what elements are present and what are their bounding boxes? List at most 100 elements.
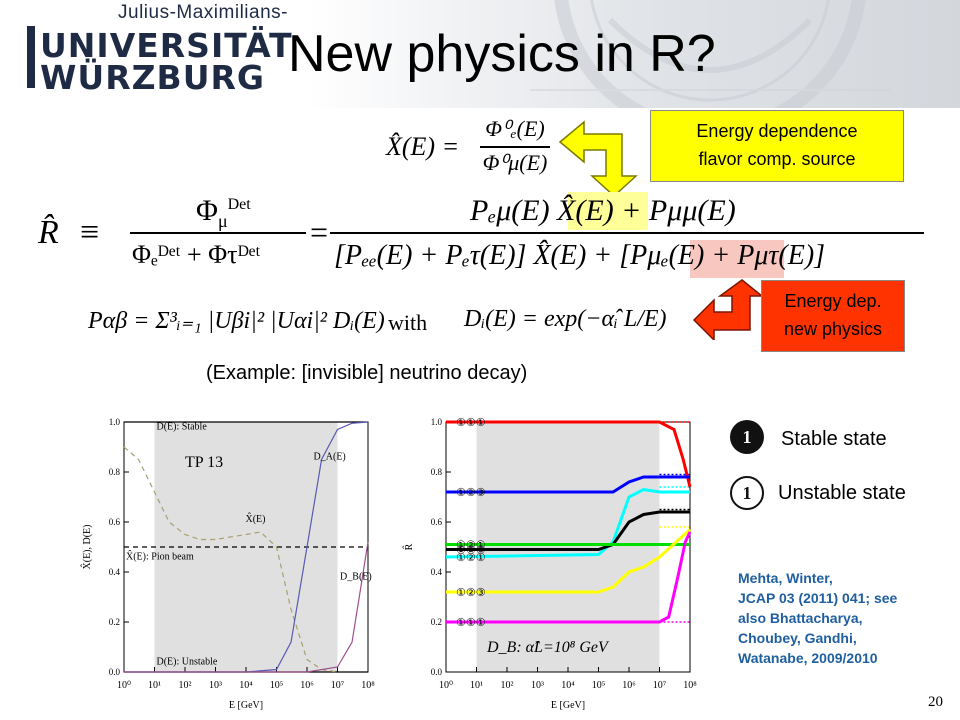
series-marker: ①②③ xyxy=(456,544,486,557)
x-axis-label: E [GeV] xyxy=(551,700,585,711)
r-denominator-1: Φₑᴰᵉᵗ + Φτᴰᵉᵗ xyxy=(132,240,261,269)
y-tick-label: 1.0 xyxy=(109,417,121,427)
callout-line: Energy dep. xyxy=(784,291,882,311)
series-line xyxy=(124,421,369,673)
citation-line: also Bhattacharya, xyxy=(738,610,863,626)
chart-annotation: X̂(E): Pion beam xyxy=(126,550,194,563)
citation-line: Choubey, Gandhi, xyxy=(738,630,857,646)
yellow-arrow-icon xyxy=(558,120,638,198)
x-axis-label: E [GeV] xyxy=(229,700,263,711)
d-formula: Dᵢ(E) = exp(−α̂ᵢ L/E) xyxy=(464,306,667,332)
logo-text-line1: Julius-Maximilians- xyxy=(118,2,288,23)
series-marker: ①①① xyxy=(456,416,486,429)
y-tick-label: 0.2 xyxy=(431,617,442,627)
y-tick-label: 0.8 xyxy=(109,467,121,477)
y-tick-label: 0.4 xyxy=(431,567,443,577)
y-tick-label: 1.0 xyxy=(431,417,443,427)
citation-line: Mehta, Winter, xyxy=(738,570,833,586)
r-numerator-2: Pₑμ(E) X̂(E) + Pμμ(E) xyxy=(470,194,736,227)
unstable-state-marker: 1 xyxy=(730,476,764,510)
r-fraction-bar-1 xyxy=(130,232,306,234)
stable-state-marker: 1 xyxy=(730,420,764,454)
chart-annotation: D(E): Stable xyxy=(157,422,208,433)
x-tick-label: 10¹ xyxy=(148,680,161,691)
with-text: with xyxy=(388,310,428,335)
series-marker: ①②③ xyxy=(456,486,486,499)
chart-annotation: TP 13 xyxy=(185,454,223,471)
r-hat-lhs: R̂ xyxy=(38,214,59,251)
series-marker: ①②① xyxy=(456,551,486,564)
series-marker: ①②③ xyxy=(456,586,486,599)
series-line xyxy=(446,528,692,594)
x-tick-label: 10² xyxy=(179,680,192,691)
university-seal-watermark xyxy=(530,0,890,108)
series-marker: ①①① xyxy=(456,616,486,629)
y-tick-label: 0.0 xyxy=(109,667,121,677)
y-axis-label: R̂ xyxy=(402,543,415,550)
stable-state-label: Stable state xyxy=(781,428,887,450)
series-line xyxy=(446,510,690,551)
x-tick-label: 10⁸ xyxy=(361,680,375,691)
x-hat-lhs: X̂(E) = xyxy=(386,132,460,161)
slide-title: New physics in R? xyxy=(288,25,716,83)
p-alpha-beta-formula: Pαβ = Σ³ᵢ₌₁ |Uβi|² |Uαi|² Dᵢ(E) xyxy=(88,308,385,334)
y-tick-label: 0.4 xyxy=(109,567,121,577)
x-tick-label: 10⁶ xyxy=(622,680,636,691)
series-line xyxy=(446,475,690,494)
x-tick-label: 10⁷ xyxy=(331,680,345,691)
r-denominator-2: [Pₑₑ(E) + Pₑτ(E)] X̂(E) + [Pμₑ(E) + Pμτ(… xyxy=(334,240,826,271)
x-tick-label: 10² xyxy=(501,680,514,691)
y-tick-label: 0.0 xyxy=(431,667,443,677)
x-hat-denominator: Φ⁰μ(E) xyxy=(482,150,548,175)
y-tick-label: 0.6 xyxy=(109,517,121,527)
x-tick-label: 10⁶ xyxy=(300,680,314,691)
series-line xyxy=(123,446,338,673)
x-tick-label: 10⁵ xyxy=(270,680,284,691)
logo-text-line3: WÜRZBURG xyxy=(40,58,265,97)
series-line xyxy=(446,420,692,488)
shaded-band xyxy=(476,422,660,672)
page-number: 20 xyxy=(928,694,943,710)
logo-bar xyxy=(27,26,35,88)
p-mu-e-highlight xyxy=(690,240,784,278)
x-tick-label: 10⁴ xyxy=(561,680,575,691)
series-line xyxy=(446,531,692,624)
x-tick-label: 10⁰ xyxy=(117,680,131,691)
equiv-symbol: ≡ xyxy=(80,214,100,251)
example-caption: (Example: [invisible] neutrino decay) xyxy=(206,362,528,384)
callout-energy-dep-new-physics: Energy dep. new physics xyxy=(761,280,905,352)
citation-line: JCAP 03 (2011) 041; see xyxy=(738,590,898,606)
chart-annotation: D_A(E) xyxy=(314,452,346,463)
callout-line: new physics xyxy=(783,319,883,339)
series-line xyxy=(124,541,369,673)
logo-text-line2: UNIVERSITÄT xyxy=(40,26,293,65)
equals-symbol: = xyxy=(310,214,329,250)
x-tick-label: 10⁴ xyxy=(239,680,253,691)
unstable-state-label: Unstable state xyxy=(778,482,906,504)
r-fraction-bar-2 xyxy=(330,232,924,234)
series-line xyxy=(445,487,690,559)
x-tick-label: 10⁸ xyxy=(683,680,697,691)
left-chart: 10⁰ 10¹ 10² 10³ 10⁴ 10⁵ 10⁶ 10⁷ 10⁸ 0.0 0.2 0.4 0.6 0… xyxy=(80,417,375,711)
x-tick-label: 10⁰ xyxy=(439,680,453,691)
citation: Mehta, Winter, JCAP 03 (2011) 041; see a… xyxy=(738,568,897,668)
chart-annotation: D_B(E) xyxy=(340,572,372,583)
callout-energy-dependence: Energy dependence flavor comp. source xyxy=(650,110,904,182)
y-tick-label: 0.8 xyxy=(431,467,443,477)
y-tick-label: 0.6 xyxy=(431,517,443,527)
x-hat-numerator: Φ⁰ₑ(E) xyxy=(485,116,545,141)
x-hat-fraction-bar xyxy=(480,146,550,148)
callout-line: flavor comp. source xyxy=(698,149,856,169)
right-chart: 10⁰ 10¹ 10² 10³ 10⁴ 10⁵ 10⁶ 10⁷ 10⁸ 0.0 0.2 0.4 0.6 0… xyxy=(402,416,697,711)
x-tick-label: 10⁷ xyxy=(653,680,667,691)
citation-line: Watanabe, 2009/2010 xyxy=(738,650,878,666)
chart-annotation: D(E): Unstable xyxy=(157,657,218,668)
x-tick-label: 10³ xyxy=(531,680,544,691)
r-numerator-1: ΦμDet xyxy=(196,194,251,231)
red-arrow-icon xyxy=(692,279,765,340)
x-tick-label: 10⁵ xyxy=(592,680,606,691)
series-marker: ①②① xyxy=(456,539,486,552)
x-hat-highlight xyxy=(568,192,648,230)
callout-line: Energy dependence xyxy=(696,121,858,141)
y-tick-label: 0.2 xyxy=(109,617,120,627)
